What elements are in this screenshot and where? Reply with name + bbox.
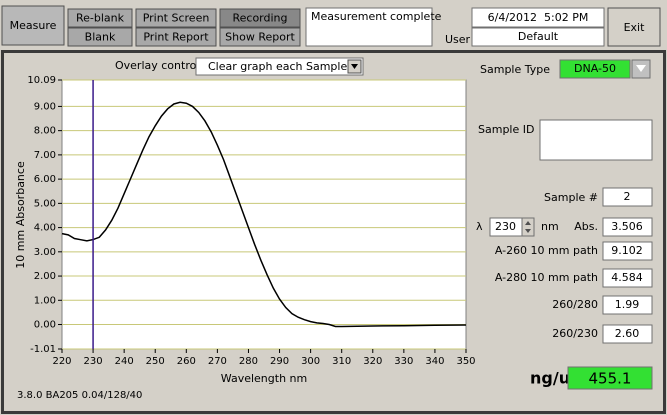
y-tick-label: 4.00 <box>34 223 56 234</box>
conc-value: 455.1 <box>589 370 632 388</box>
result-label: Abs. <box>574 220 598 233</box>
lambda-unit: nm <box>541 220 559 233</box>
x-axis-label: Wavelength nm <box>221 372 307 385</box>
user-box[interactable] <box>471 27 605 47</box>
x-tick-label: 270 <box>208 356 227 367</box>
toolbar-button[interactable] <box>135 27 217 47</box>
y-tick-label: 2.00 <box>34 271 56 282</box>
result-label: A-280 10 mm path <box>495 271 598 284</box>
y-tick-label: 9.00 <box>34 101 56 112</box>
toolbar-button-label: Print Screen <box>143 12 210 25</box>
status-text: Measurement complete <box>311 10 442 23</box>
x-tick-label: 300 <box>301 356 320 367</box>
x-tick-label: 290 <box>270 356 289 367</box>
status-box <box>305 7 433 47</box>
x-tick-label: 310 <box>332 356 351 367</box>
spinner-arrows <box>525 221 531 233</box>
y-tick-label: 7.00 <box>34 150 56 161</box>
x-tick-label: 250 <box>146 356 165 367</box>
sample-type-box[interactable] <box>559 59 631 79</box>
toolbar-button-label: Blank <box>85 31 116 44</box>
sample-id-label: Sample ID <box>478 123 534 136</box>
result-label: 260/280 <box>552 298 598 311</box>
sample-type: DNA-50 <box>574 62 616 75</box>
x-tick-label: 350 <box>456 356 475 367</box>
sample-number-label: Sample # <box>544 191 598 204</box>
result-value: 4.584 <box>611 271 643 284</box>
toolbar-button[interactable] <box>219 8 301 28</box>
datetime-box <box>471 7 605 28</box>
y-tick-label: -1.01 <box>30 344 56 355</box>
toolbar-button[interactable] <box>135 8 217 28</box>
y-tick-label: 6.00 <box>34 174 56 185</box>
absorbance-line <box>61 101 467 328</box>
sample-type-arrow <box>636 65 646 72</box>
x-tick-label: 280 <box>239 356 258 367</box>
toolbar-button[interactable] <box>219 27 301 47</box>
measure-label: Measure <box>10 19 57 32</box>
toolbar-button-label: Show Report <box>225 31 295 44</box>
conc-box <box>567 366 653 390</box>
user: Default <box>518 30 559 43</box>
datetime: 6/4/2012 5:02 PM <box>488 11 589 24</box>
exit-label: Exit <box>624 21 646 34</box>
x-tick-label: 260 <box>177 356 196 367</box>
lambda-value: 230 <box>495 220 516 233</box>
result-box <box>602 241 653 261</box>
lambda-spinner[interactable] <box>521 217 535 237</box>
x-tick-label: 240 <box>115 356 134 367</box>
result-value: 9.102 <box>611 244 643 257</box>
result-value: 3.506 <box>611 220 643 233</box>
result-label: A-260 10 mm path <box>495 244 598 257</box>
y-axis-label: 10 mm Absorbance <box>14 161 27 269</box>
sample-id-box[interactable] <box>539 119 653 161</box>
x-tick-label: 330 <box>394 356 413 367</box>
user-label: User <box>445 33 471 46</box>
overlay-selected: Clear graph each Sample <box>208 60 347 73</box>
overlay-label: Overlay control <box>115 59 199 72</box>
toolbar-button-label: Recording <box>232 12 287 25</box>
result-box <box>602 217 653 237</box>
overlay-dropdown[interactable] <box>195 57 364 76</box>
y-tick-label: 5.00 <box>34 198 56 209</box>
sample-type-label: Sample Type <box>480 63 550 76</box>
toolbar-button-label: Re-blank <box>76 12 125 25</box>
sample-number-box <box>602 187 653 207</box>
result-box <box>602 268 653 288</box>
x-tick-label: 320 <box>363 356 382 367</box>
x-tick-label: 220 <box>52 356 71 367</box>
y-tick-label: 10.09 <box>27 75 56 86</box>
toolbar-button[interactable] <box>67 8 133 28</box>
x-tick-label: 340 <box>425 356 444 367</box>
x-tick-label: 230 <box>84 356 103 367</box>
toolbar-button-label: Print Report <box>143 31 209 44</box>
version: 3.8.0 BA205 0.04/128/40 <box>17 390 142 401</box>
dropdown-arrow <box>351 64 358 69</box>
toolbar-button[interactable] <box>67 27 133 47</box>
sample-number: 2 <box>624 190 631 203</box>
y-tick-label: 0.00 <box>34 320 56 331</box>
result-label: 260/230 <box>552 327 598 340</box>
result-box <box>602 324 653 344</box>
y-tick-label: 1.00 <box>34 295 56 306</box>
result-box <box>602 295 653 315</box>
measure-button[interactable] <box>1 5 65 46</box>
plot-area <box>61 79 467 350</box>
result-value: 2.60 <box>615 327 640 340</box>
exit-button[interactable] <box>607 7 661 47</box>
result-value: 1.99 <box>615 298 640 311</box>
y-tick-label: 3.00 <box>34 247 56 258</box>
lambda-label: λ <box>476 220 483 233</box>
y-tick-label: 8.00 <box>34 126 56 137</box>
